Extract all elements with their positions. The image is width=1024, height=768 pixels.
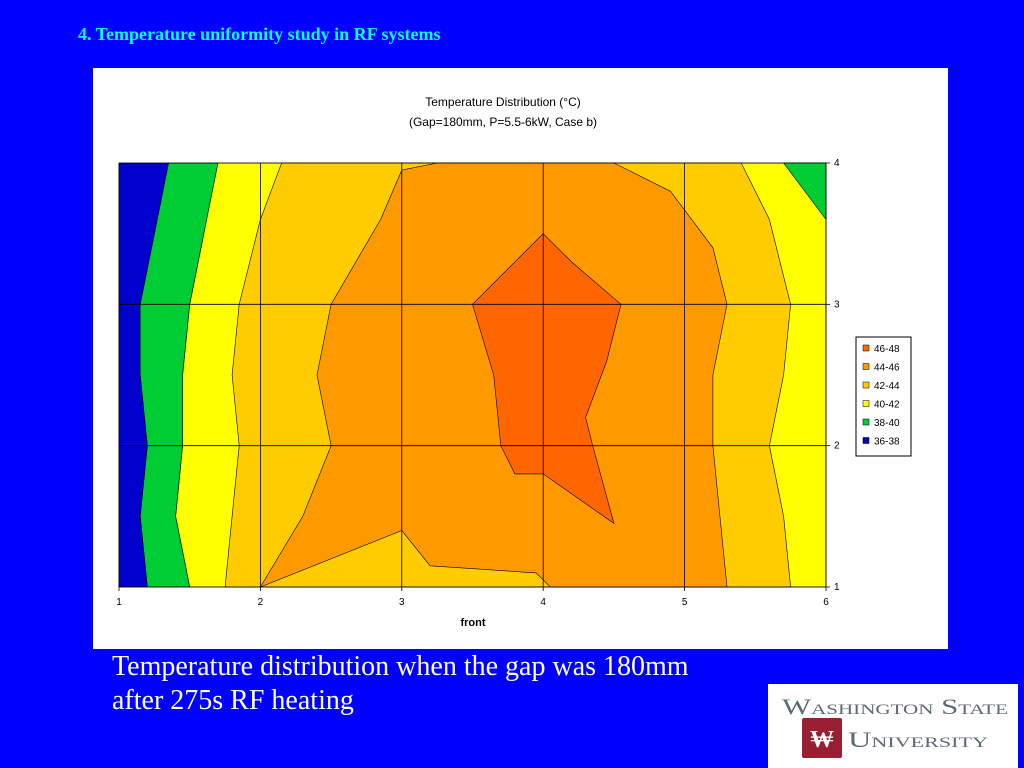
wsu-logo-svg: Washington State ₩ University [782,694,1008,758]
y-tick-label: 2 [834,441,840,452]
slide-title: 4. Temperature uniformity study in RF sy… [78,24,441,44]
x-tick-label: 5 [682,597,688,608]
legend-swatch [862,344,870,352]
legend-label: 42-44 [874,381,900,392]
university-logo: Washington State ₩ University [768,684,1018,768]
x-tick-label: 1 [116,597,122,608]
x-axis-label: front [460,617,485,629]
legend-label: 36-38 [874,437,900,448]
chart-subtitle: (Gap=180mm, P=5.5-6kW, Case b) [409,115,597,129]
legend-label: 40-42 [874,400,900,411]
caption-line-2: after 275s RF heating [112,685,354,716]
x-tick-label: 2 [258,597,264,608]
x-tick-label: 4 [540,597,546,608]
logo-wordmark-line-2: University [848,727,988,752]
y-tick-label: 4 [834,158,840,169]
legend-label: 46-48 [874,344,900,355]
legend-label: 38-40 [874,418,900,429]
chart-title: Temperature Distribution (°C) [425,95,581,109]
logo-wordmark-line-1: Washington State [782,694,1008,719]
legend-box [855,336,912,457]
chart-legend: 46-48 44-46 42-44 40-42 38-40 36-38 [855,336,912,457]
grid-lines [118,162,830,591]
legend-label: 44-46 [874,363,900,374]
caption: Temperature distribution when the gap wa… [112,650,832,718]
contour-bands [118,162,827,588]
cougar-shield-icon [802,718,842,758]
x-tick-label: 3 [399,597,405,608]
legend-swatch [862,418,870,426]
y-tick-label: 1 [834,582,840,593]
x-tick-label: 6 [823,597,829,608]
y-tick-label: 3 [834,299,840,310]
contour-band-46-48 [472,233,622,525]
cougar-head-icon: ₩ [810,727,834,753]
legend-swatch [862,381,870,389]
caption-line-1: Temperature distribution when the gap wa… [112,651,689,682]
legend-swatch [862,437,870,444]
legend-swatch [862,400,870,407]
legend-swatch [862,363,870,370]
